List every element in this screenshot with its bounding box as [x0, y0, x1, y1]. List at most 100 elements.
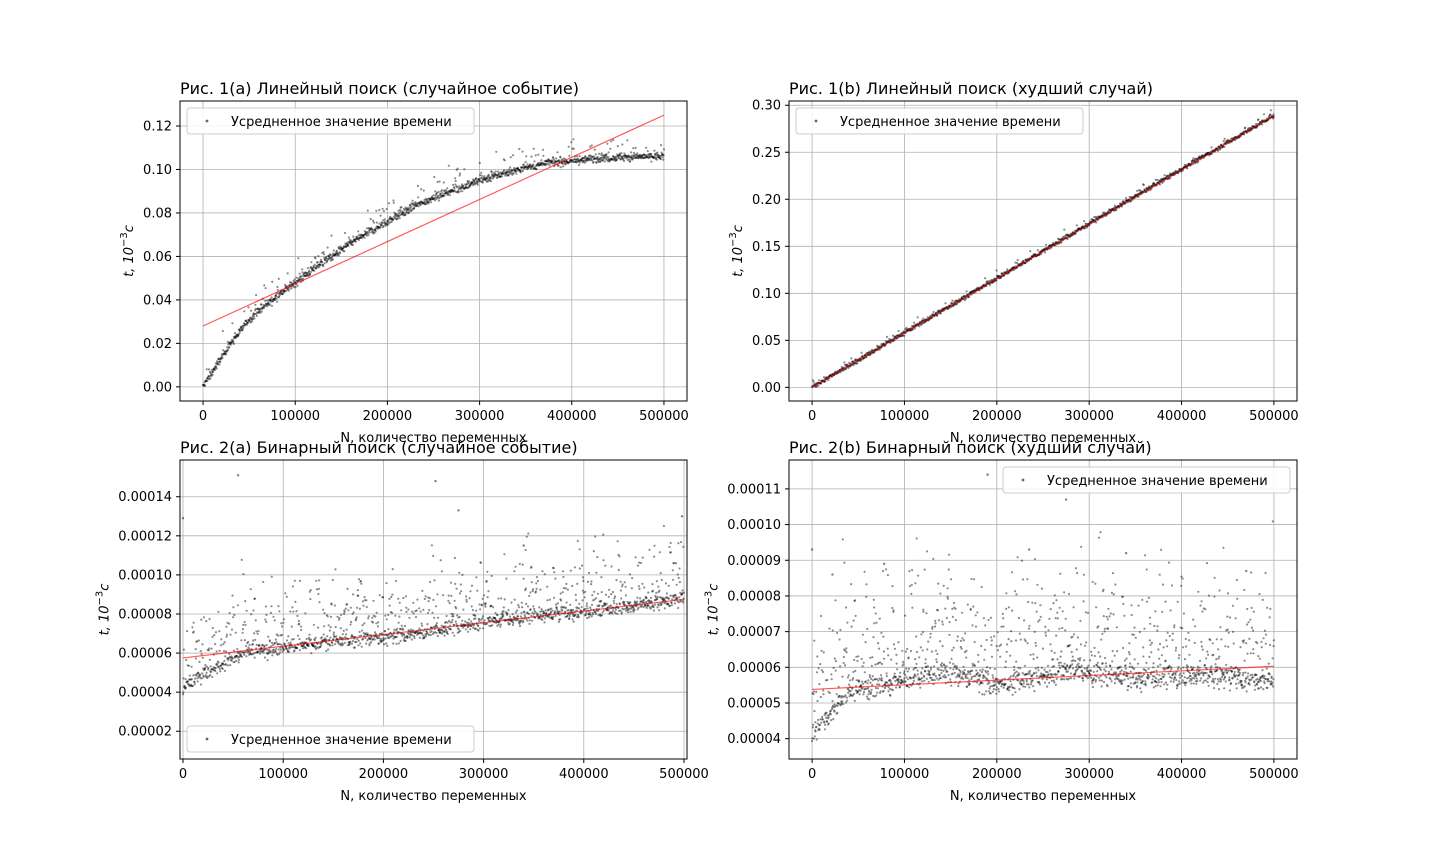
data-point	[434, 605, 438, 608]
x-tick-label: 100000	[270, 409, 320, 424]
data-point	[528, 619, 531, 622]
data-point	[364, 633, 367, 636]
data-point	[491, 177, 494, 180]
data-point	[190, 678, 193, 681]
data-point	[397, 621, 400, 624]
data-point	[668, 545, 671, 549]
data-point	[478, 627, 481, 630]
data-point	[260, 644, 264, 647]
data-point	[262, 580, 265, 584]
data-point	[485, 622, 488, 626]
legend-label: Усредненное значение времени	[840, 115, 1061, 130]
data-point	[464, 186, 467, 189]
data-point	[1106, 210, 1109, 213]
data-point	[859, 359, 862, 363]
data-point	[196, 640, 199, 643]
data-point	[916, 316, 919, 319]
data-point	[849, 679, 852, 682]
data-point	[489, 180, 493, 183]
data-point	[582, 591, 585, 594]
data-point	[480, 174, 483, 177]
data-point	[884, 568, 888, 571]
data-point	[448, 194, 451, 197]
data-point	[588, 157, 591, 160]
data-point	[479, 561, 482, 564]
data-point	[481, 181, 484, 184]
data-point	[238, 655, 241, 658]
data-point	[677, 542, 680, 545]
data-point	[637, 157, 640, 160]
outlier-point	[181, 517, 185, 520]
data-point	[622, 154, 625, 157]
data-point	[344, 245, 347, 248]
data-point	[811, 739, 814, 743]
data-point	[330, 641, 333, 644]
data-point	[315, 267, 318, 270]
data-point	[1194, 157, 1197, 160]
data-point	[422, 608, 425, 612]
data-point	[602, 533, 605, 536]
data-point	[631, 577, 634, 580]
data-point	[360, 236, 363, 240]
data-point	[489, 605, 492, 608]
data-point	[477, 178, 480, 181]
data-point	[519, 171, 522, 174]
data-point	[608, 605, 611, 608]
data-point	[248, 319, 251, 322]
data-point	[451, 189, 454, 192]
data-point	[820, 721, 823, 724]
data-point	[428, 198, 432, 201]
data-point	[477, 177, 480, 180]
data-point	[537, 162, 540, 166]
data-point	[591, 155, 594, 158]
data-point	[595, 161, 598, 164]
data-point	[1125, 199, 1128, 202]
data-point	[254, 638, 257, 641]
data-point	[256, 307, 259, 310]
data-point	[507, 621, 510, 624]
data-point	[502, 606, 505, 609]
data-point	[197, 675, 200, 678]
data-point	[208, 370, 212, 373]
data-point	[426, 201, 429, 204]
data-point	[636, 608, 639, 611]
data-point	[877, 345, 880, 348]
data-point	[520, 170, 523, 173]
data-point	[308, 269, 311, 272]
data-point	[284, 285, 287, 288]
data-point	[657, 154, 660, 157]
data-point	[379, 214, 382, 217]
data-point	[1257, 118, 1260, 121]
data-point	[522, 620, 525, 623]
data-point	[222, 650, 226, 653]
data-point	[849, 694, 853, 697]
data-point	[638, 561, 641, 564]
data-point	[501, 171, 504, 174]
data-point	[833, 703, 836, 706]
data-point	[415, 609, 418, 612]
data-point	[473, 182, 476, 185]
data-point	[300, 628, 303, 632]
data-point	[428, 197, 431, 200]
data-point	[577, 163, 581, 167]
data-point	[1163, 177, 1166, 180]
data-point	[903, 334, 906, 337]
x-tick-label: 500000	[659, 767, 709, 782]
data-point	[851, 678, 854, 681]
data-point	[213, 666, 216, 670]
data-point	[634, 153, 638, 156]
data-point	[582, 576, 585, 579]
data-point	[339, 642, 342, 645]
data-point	[817, 384, 820, 387]
data-point	[543, 163, 546, 166]
data-point	[393, 636, 396, 639]
data-point	[477, 180, 480, 183]
data-point	[987, 280, 991, 283]
data-point	[655, 152, 658, 155]
data-point	[470, 180, 473, 184]
outlier-point	[680, 515, 684, 518]
data-point	[205, 368, 208, 371]
data-point	[459, 187, 462, 190]
data-point	[573, 566, 577, 569]
data-point	[441, 189, 444, 192]
